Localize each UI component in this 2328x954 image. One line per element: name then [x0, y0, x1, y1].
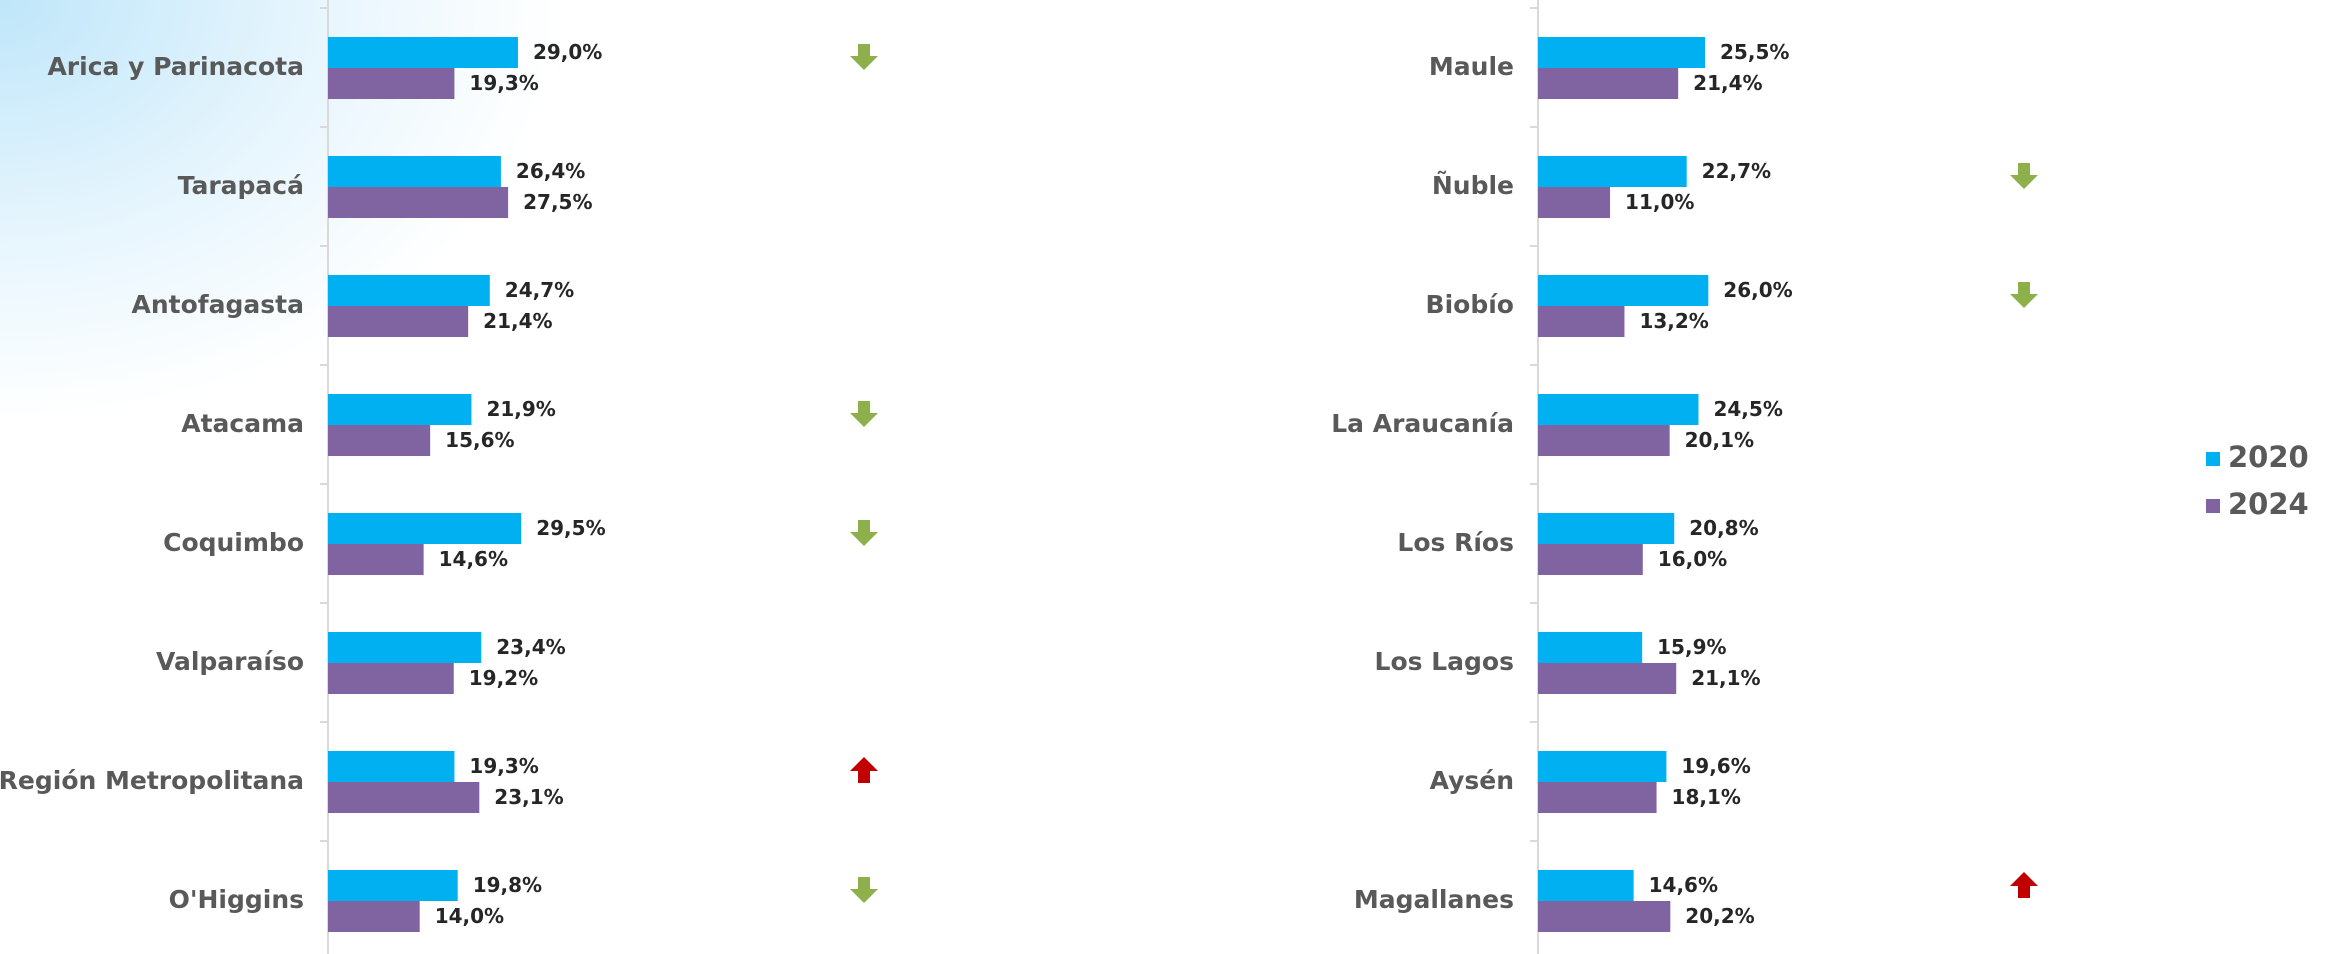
bar — [1538, 663, 1677, 694]
bar — [328, 156, 501, 187]
bar — [328, 782, 480, 813]
category-label: Región Metropolitana — [0, 766, 304, 795]
legend-swatch — [2206, 452, 2220, 466]
data-label: 14,6% — [439, 547, 508, 571]
bar — [1538, 156, 1687, 187]
data-label: 20,2% — [1685, 904, 1754, 928]
data-label: 22,7% — [1702, 159, 1771, 183]
data-label: 19,3% — [469, 754, 538, 778]
category-label: Arica y Parinacota — [47, 52, 304, 81]
category-label: Biobío — [1426, 290, 1514, 319]
data-label: 27,5% — [523, 190, 592, 214]
data-label: 19,6% — [1681, 754, 1750, 778]
bar — [1538, 68, 1679, 99]
data-label: 13,2% — [1639, 309, 1708, 333]
bar — [328, 751, 455, 782]
bar — [1538, 306, 1625, 337]
bar — [1538, 425, 1670, 456]
bar — [328, 513, 522, 544]
bar — [1538, 275, 1709, 306]
bar — [328, 663, 454, 694]
arrow-down — [2010, 163, 2038, 189]
bar — [328, 187, 509, 218]
data-label: 25,5% — [1720, 40, 1789, 64]
arrow-down — [2010, 282, 2038, 308]
arrow-down — [850, 877, 878, 903]
category-label: Los Ríos — [1397, 528, 1514, 557]
bar — [1538, 544, 1643, 575]
arrow-down — [850, 520, 878, 546]
data-label: 19,3% — [469, 71, 538, 95]
data-label: 29,0% — [533, 40, 602, 64]
data-label: 11,0% — [1625, 190, 1694, 214]
legend-label: 2024 — [2228, 487, 2309, 521]
legend-label: 2020 — [2228, 440, 2309, 474]
bar — [328, 870, 458, 901]
category-label: Magallanes — [1354, 885, 1514, 914]
data-label: 19,8% — [473, 873, 542, 897]
arrow-up — [2010, 872, 2038, 898]
bar — [1538, 782, 1657, 813]
category-label: Aysén — [1430, 766, 1514, 795]
data-label: 15,9% — [1657, 635, 1726, 659]
bar — [1538, 513, 1675, 544]
data-label: 14,6% — [1649, 873, 1718, 897]
trend-arrows — [850, 44, 2038, 903]
data-label: 24,5% — [1713, 397, 1782, 421]
category-label: Antofagasta — [132, 290, 305, 319]
category-label: Tarapacá — [178, 171, 304, 200]
data-label: 26,0% — [1723, 278, 1792, 302]
category-label: Ñuble — [1432, 171, 1514, 200]
data-label: 14,0% — [435, 904, 504, 928]
bar — [328, 68, 455, 99]
data-label: 29,5% — [536, 516, 605, 540]
category-label: Coquimbo — [163, 528, 304, 557]
data-label: 24,7% — [505, 278, 574, 302]
bar — [328, 275, 490, 306]
bar — [1538, 394, 1699, 425]
data-label: 20,1% — [1685, 428, 1754, 452]
data-label: 18,1% — [1672, 785, 1741, 809]
bar — [328, 425, 431, 456]
category-label: La Araucanía — [1331, 409, 1514, 438]
data-label: 26,4% — [516, 159, 585, 183]
data-label: 20,8% — [1689, 516, 1758, 540]
category-label: O'Higgins — [169, 885, 304, 914]
bar — [1538, 37, 1706, 68]
bar — [1538, 751, 1667, 782]
arrow-up — [850, 757, 878, 783]
arrow-down — [850, 401, 878, 427]
bar — [328, 306, 469, 337]
data-label: 21,9% — [486, 397, 555, 421]
bar — [328, 544, 424, 575]
bar — [1538, 901, 1671, 932]
data-label: 21,1% — [1691, 666, 1760, 690]
category-label: Atacama — [181, 409, 304, 438]
category-label: Valparaíso — [156, 647, 304, 676]
arrow-down — [850, 44, 878, 70]
data-label: 21,4% — [1693, 71, 1762, 95]
bar — [1538, 870, 1634, 901]
category-label: Maule — [1429, 52, 1514, 81]
data-label: 23,1% — [494, 785, 563, 809]
legend-swatch — [2206, 499, 2220, 513]
bar — [328, 632, 482, 663]
data-label: 23,4% — [496, 635, 565, 659]
bar — [328, 901, 420, 932]
data-label: 16,0% — [1658, 547, 1727, 571]
bar — [1538, 187, 1611, 218]
data-label: 15,6% — [445, 428, 514, 452]
bar — [328, 394, 472, 425]
bar — [328, 37, 518, 68]
category-label: Los Lagos — [1375, 647, 1514, 676]
data-label: 19,2% — [469, 666, 538, 690]
data-label: 21,4% — [483, 309, 552, 333]
bar — [1538, 632, 1643, 663]
